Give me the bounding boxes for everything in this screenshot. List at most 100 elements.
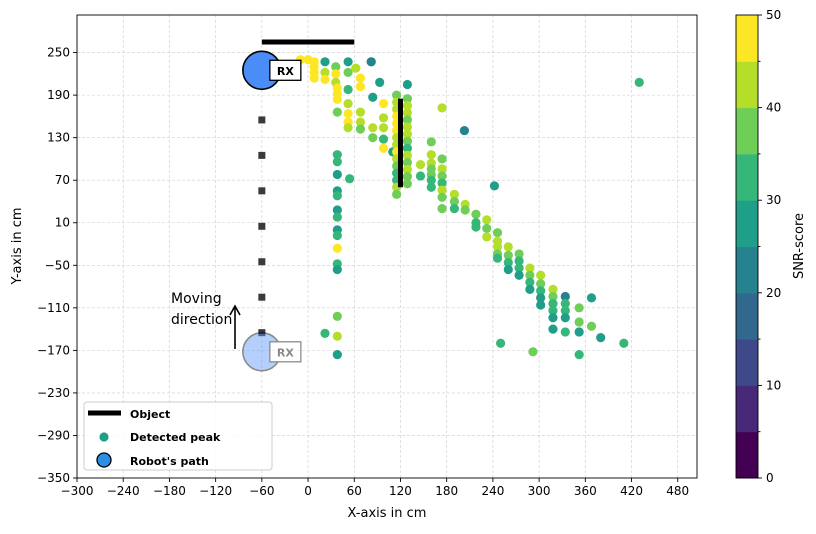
robot-path-marker (258, 151, 266, 159)
colorbar-tick-label: 50 (766, 8, 781, 22)
detected-peak (320, 57, 330, 67)
detected-peak (560, 313, 570, 323)
detected-peak (351, 63, 361, 73)
x-tick-label: 60 (347, 484, 362, 498)
detected-peak (366, 57, 376, 67)
detected-peak (402, 129, 413, 139)
detected-peak (437, 192, 447, 202)
detected-peak (574, 303, 584, 313)
detected-peak (426, 175, 436, 185)
robot-end-marker (242, 331, 282, 372)
robot-path-marker (258, 329, 266, 337)
detected-peak (332, 350, 342, 360)
y-tick-label: 10 (55, 216, 70, 230)
detected-peak (548, 324, 558, 334)
legend-label-path: Robot's path (130, 455, 209, 468)
detected-peak (402, 115, 413, 125)
detected-peak (402, 179, 413, 189)
detected-peak (332, 230, 342, 241)
x-tick-label: −60 (249, 484, 274, 498)
data-layer (295, 55, 644, 360)
detected-peak (426, 137, 436, 147)
detected-peak (437, 164, 447, 174)
detected-peak (402, 157, 413, 168)
robot-end-group: RX (242, 331, 302, 372)
detected-peak (343, 84, 353, 95)
detected-peak (514, 270, 524, 280)
detected-peak (415, 171, 426, 181)
y-tick-label: −50 (45, 258, 70, 272)
detected-peak (536, 270, 546, 280)
y-tick-label: 70 (55, 173, 70, 187)
colorbar: 0 10 20 30 40 50 (735, 8, 781, 485)
colorbar-segment (736, 107, 758, 155)
detected-peak (471, 209, 481, 219)
detected-peak (368, 133, 378, 143)
detected-peak (536, 293, 546, 303)
detected-peak (492, 228, 503, 238)
detected-peak (345, 174, 355, 184)
detected-peak (528, 347, 538, 357)
detected-peak (343, 99, 353, 109)
detected-peak (449, 196, 459, 207)
detected-peak (548, 284, 558, 294)
detected-peak (560, 327, 570, 337)
detected-peak (320, 67, 330, 78)
detected-peak (514, 263, 524, 273)
colorbar-tick-label: 10 (766, 378, 781, 392)
direction-arrow-head (229, 304, 241, 316)
legend (83, 401, 273, 471)
x-tick-label: −120 (199, 484, 232, 498)
detected-peak (460, 205, 470, 215)
x-tick-label: −240 (107, 484, 140, 498)
detected-peak (437, 171, 447, 181)
detected-peak (496, 338, 506, 348)
detected-peak (368, 123, 378, 133)
detected-peak (459, 125, 470, 136)
detected-peak (449, 189, 459, 199)
overlay-layer: RX RX (229, 39, 403, 372)
detected-peak (503, 264, 513, 275)
detected-peak (426, 150, 436, 160)
legend-label-object: Object (130, 408, 170, 421)
colorbar-segment (736, 153, 758, 201)
robot-path-marker (258, 258, 266, 266)
colorbar-tick-label: 40 (766, 101, 781, 115)
detected-peak (560, 306, 570, 316)
detected-peak (343, 108, 353, 119)
y-tick-label: 190 (47, 88, 70, 102)
rx-box-start (269, 59, 302, 81)
detected-peak (503, 250, 513, 260)
x-tick-label: 120 (389, 484, 412, 498)
detected-peak (378, 134, 389, 144)
detected-peak (415, 160, 426, 170)
colorbar-segment (736, 61, 758, 109)
detected-peak (437, 103, 447, 113)
detected-peak (525, 270, 535, 280)
legend-label-peak: Detected peak (130, 431, 221, 444)
rx-label-end: RX (277, 346, 294, 359)
detected-peak (525, 284, 535, 294)
colorbar-label: SNR-score (792, 213, 807, 279)
colorbar-segment (736, 292, 758, 340)
detected-peak (596, 333, 606, 343)
detected-peak (343, 67, 353, 78)
colorbar-segment (736, 246, 758, 294)
y-tick-label: −230 (37, 386, 70, 400)
colorbar-segment (736, 339, 758, 386)
detected-peak (437, 203, 447, 214)
grid-lines (76, 15, 697, 479)
detected-peak (392, 189, 402, 199)
detected-peak (402, 172, 413, 182)
detected-peak (402, 164, 413, 175)
detected-peak (402, 143, 413, 153)
detected-peak (392, 90, 402, 100)
detected-peak (548, 298, 558, 309)
detected-peak (492, 242, 503, 252)
rx-label-start: RX (277, 65, 294, 78)
colorbar-tick-label: 0 (766, 471, 774, 485)
detected-peak (560, 291, 570, 302)
detected-peak (525, 263, 535, 273)
detected-peak (514, 256, 524, 266)
